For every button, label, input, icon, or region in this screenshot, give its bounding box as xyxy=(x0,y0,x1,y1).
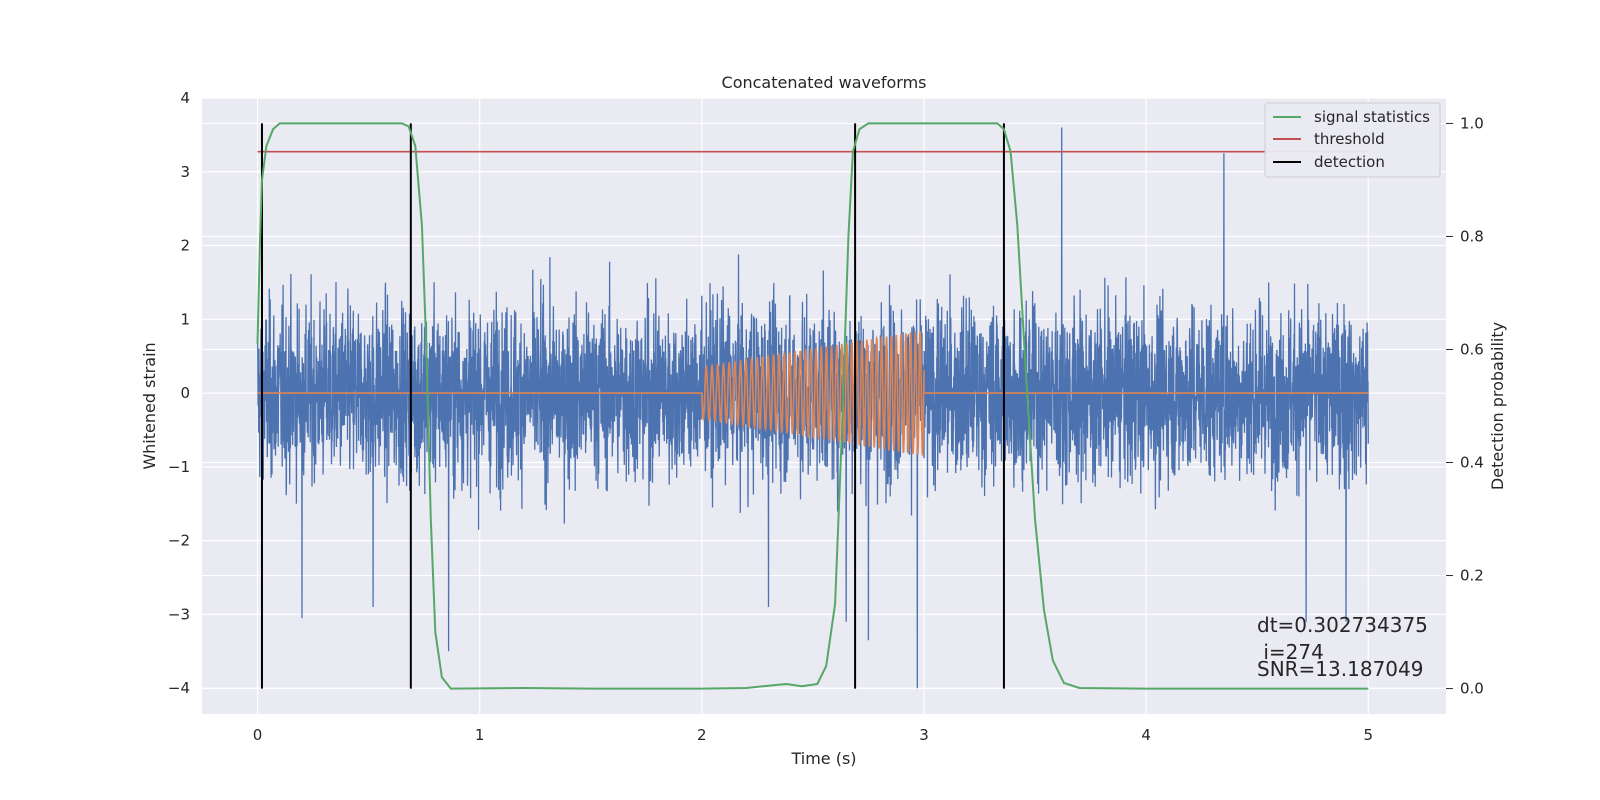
y-axis-label: Whitened strain xyxy=(140,342,159,469)
y-tick-label: −2 xyxy=(168,532,190,550)
y-tick-label: 4 xyxy=(180,89,190,107)
axes-layer: 0 1 2 3 4 5 −4 −3 −2 −1 0 1 2 3 4 0.0 0.2 0.4 0.6 0.8 1.0 xyxy=(168,89,1484,744)
legend-label-detection: detection xyxy=(1314,153,1385,171)
y-tick-label: −1 xyxy=(168,458,190,476)
legend: signal statistics threshold detection xyxy=(1264,102,1441,178)
y2-tick-label: 0.8 xyxy=(1460,227,1484,245)
y2-tick-label: 0.0 xyxy=(1460,680,1484,698)
x-axis-label: Time (s) xyxy=(790,749,856,768)
annotation-dt: dt=0.302734375 xyxy=(1257,613,1428,637)
y-tick-label: 3 xyxy=(180,163,190,181)
legend-label-threshold: threshold xyxy=(1314,130,1385,148)
y2-tick-label: 0.4 xyxy=(1460,454,1484,472)
y-tick-label: 1 xyxy=(180,310,190,328)
x-tick-label: 5 xyxy=(1363,726,1373,744)
annotation-i: i=274 xyxy=(1257,640,1324,664)
y-tick-label: 0 xyxy=(180,384,190,402)
legend-box xyxy=(1264,102,1441,178)
x-tick-label: 3 xyxy=(919,726,929,744)
legend-label-signal-statistics: signal statistics xyxy=(1314,108,1430,126)
y2-tick-label: 1.0 xyxy=(1460,114,1484,132)
chart-title: Concatenated waveforms xyxy=(722,73,927,92)
y-tick-label: 2 xyxy=(180,237,190,255)
x-tick-label: 4 xyxy=(1141,726,1151,744)
y2-axis-label: Detection probability xyxy=(1488,322,1507,490)
series-injected-waveform xyxy=(257,330,1369,456)
x-tick-label: 0 xyxy=(253,726,263,744)
series-layer xyxy=(256,122,1369,690)
y2-tick-label: 0.2 xyxy=(1460,567,1484,585)
y2-tick-label: 0.6 xyxy=(1460,340,1484,358)
series-signal-statistics xyxy=(256,122,1369,690)
y-tick-label: −4 xyxy=(168,679,190,697)
x-tick-label: 2 xyxy=(697,726,707,744)
x-tick-label: 1 xyxy=(475,726,485,744)
y-tick-label: −3 xyxy=(168,605,190,623)
annotation-snr: SNR=13.187049 xyxy=(1257,657,1423,681)
